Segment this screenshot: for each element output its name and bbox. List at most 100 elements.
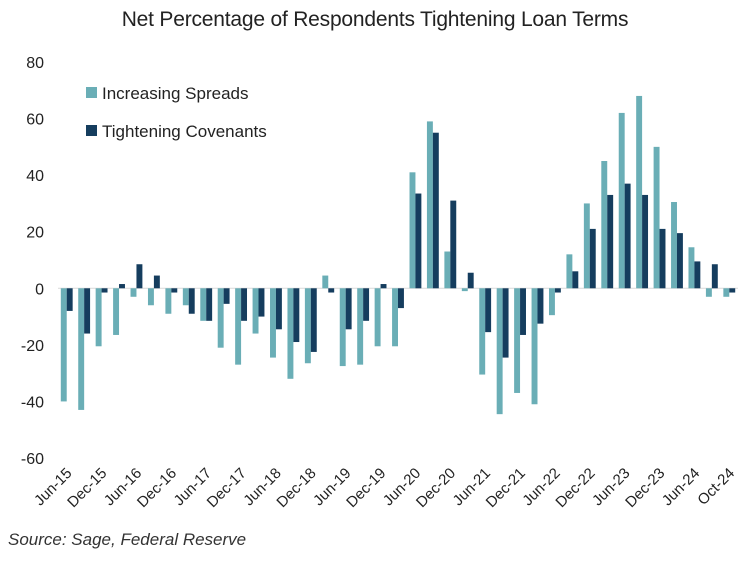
y-tick-label: -60: [21, 451, 44, 468]
y-tick-label: 0: [35, 281, 44, 298]
bar-increasing-spreads: [653, 146, 660, 289]
bar-tightening-covenants: [589, 228, 596, 289]
bar-tightening-covenants: [572, 271, 579, 289]
legend-swatch-increasing-spreads: [86, 87, 97, 98]
bar-tightening-covenants: [136, 264, 143, 289]
bar-tightening-covenants: [328, 288, 335, 293]
y-axis: 80 60 40 20 0 -20 -40 -60: [21, 55, 44, 468]
bar-tightening-covenants: [345, 288, 352, 330]
x-tick-label: Dec-15: [64, 465, 110, 511]
bar-increasing-spreads: [426, 121, 433, 289]
bar-increasing-spreads: [235, 288, 242, 365]
x-tick-label: Dec-23: [622, 465, 668, 511]
y-tick-label: -40: [21, 394, 44, 411]
bar-increasing-spreads: [636, 95, 643, 289]
x-tick-label: Dec-19: [343, 465, 389, 511]
x-tick-label: Dec-22: [552, 465, 598, 511]
bar-increasing-spreads: [601, 161, 608, 289]
bar-increasing-spreads: [723, 288, 730, 297]
bar-tightening-covenants: [450, 200, 457, 289]
bar-increasing-spreads: [671, 202, 677, 289]
bar-increasing-spreads: [165, 288, 172, 314]
bar-increasing-spreads: [339, 288, 346, 367]
bar-increasing-spreads: [583, 203, 590, 289]
bar-increasing-spreads: [357, 288, 364, 365]
x-tick-label: Dec-20: [413, 465, 459, 511]
y-tick-label: -20: [21, 338, 44, 355]
bar-increasing-spreads: [78, 288, 85, 410]
bar-increasing-spreads: [496, 288, 503, 415]
bar-tightening-covenants: [502, 288, 509, 358]
bar-tightening-covenants: [84, 288, 91, 334]
bar-tightening-covenants: [188, 288, 195, 314]
bar-increasing-spreads: [182, 288, 189, 306]
bar-increasing-spreads: [252, 288, 259, 334]
x-tick-label: Dec-21: [483, 465, 529, 511]
bar-increasing-spreads: [322, 275, 329, 289]
bar-tightening-covenants: [642, 194, 649, 289]
bar-tightening-covenants: [485, 288, 492, 333]
bar-tightening-covenants: [398, 288, 404, 309]
bar-increasing-spreads: [514, 288, 521, 393]
bar-tightening-covenants: [659, 228, 666, 289]
bar-tightening-covenants: [241, 288, 248, 321]
bar-tightening-covenants: [101, 288, 108, 293]
bar-tightening-covenants: [694, 261, 701, 289]
bar-tightening-covenants: [363, 288, 370, 321]
bar-tightening-covenants: [676, 233, 683, 289]
bar-increasing-spreads: [705, 288, 712, 297]
bar-increasing-spreads: [95, 288, 102, 347]
bar-increasing-spreads: [130, 288, 137, 297]
x-tick-label: Oct-24: [694, 465, 738, 509]
bar-tightening-covenants: [171, 288, 178, 293]
bar-increasing-spreads: [392, 288, 398, 347]
bar-tightening-covenants: [275, 288, 282, 330]
x-tick-label: Jun-24: [659, 465, 703, 509]
legend-label-tightening-covenants: Tightening Covenants: [102, 122, 267, 141]
x-tick-label: Dec-16: [134, 465, 180, 511]
bar-increasing-spreads: [461, 288, 468, 292]
bar-increasing-spreads: [618, 112, 625, 289]
x-tick-label: Dec-17: [204, 465, 250, 511]
bar-tightening-covenants: [293, 288, 300, 343]
legend-label-increasing-spreads: Increasing Spreads: [102, 84, 248, 103]
chart-title: Net Percentage of Respondents Tightening…: [121, 8, 629, 31]
bar-tightening-covenants: [119, 284, 125, 289]
bar-tightening-covenants: [223, 288, 230, 304]
bar-tightening-covenants: [520, 288, 526, 335]
bar-increasing-spreads: [374, 288, 381, 347]
y-tick-label: 80: [26, 55, 44, 72]
bar-tightening-covenants: [537, 288, 544, 324]
bar-increasing-spreads: [531, 288, 538, 405]
bar-tightening-covenants: [258, 288, 265, 317]
bar-increasing-spreads: [113, 288, 120, 335]
bar-increasing-spreads: [147, 288, 154, 306]
bar-increasing-spreads: [688, 247, 695, 289]
bar-increasing-spreads: [444, 251, 451, 289]
bar-tightening-covenants: [66, 288, 73, 311]
bar-increasing-spreads: [479, 288, 486, 375]
bar-increasing-spreads: [217, 288, 224, 348]
bar-increasing-spreads: [566, 254, 573, 289]
bar-increasing-spreads: [304, 288, 311, 364]
bar-tightening-covenants: [380, 284, 387, 289]
y-tick-label: 20: [26, 225, 44, 242]
bar-tightening-covenants: [310, 288, 317, 352]
bar-tightening-covenants: [153, 275, 160, 289]
legend: Increasing Spreads Tightening Covenants: [86, 84, 267, 141]
bars: [60, 95, 736, 415]
bar-increasing-spreads: [60, 288, 67, 402]
bar-tightening-covenants: [432, 132, 439, 289]
bar-increasing-spreads: [200, 288, 207, 321]
bar-increasing-spreads: [287, 288, 294, 379]
bar-tightening-covenants: [607, 194, 614, 289]
bar-tightening-covenants: [415, 193, 422, 289]
x-axis: Jun-15Dec-15Jun-16Dec-16Jun-17Dec-17Jun-…: [31, 465, 738, 511]
bar-tightening-covenants: [206, 288, 213, 321]
legend-swatch-tightening-covenants: [86, 125, 97, 136]
bar-increasing-spreads: [548, 288, 555, 316]
bar-tightening-covenants: [624, 183, 631, 289]
source-note: Source: Sage, Federal Reserve: [8, 530, 247, 549]
bar-increasing-spreads: [270, 288, 276, 358]
